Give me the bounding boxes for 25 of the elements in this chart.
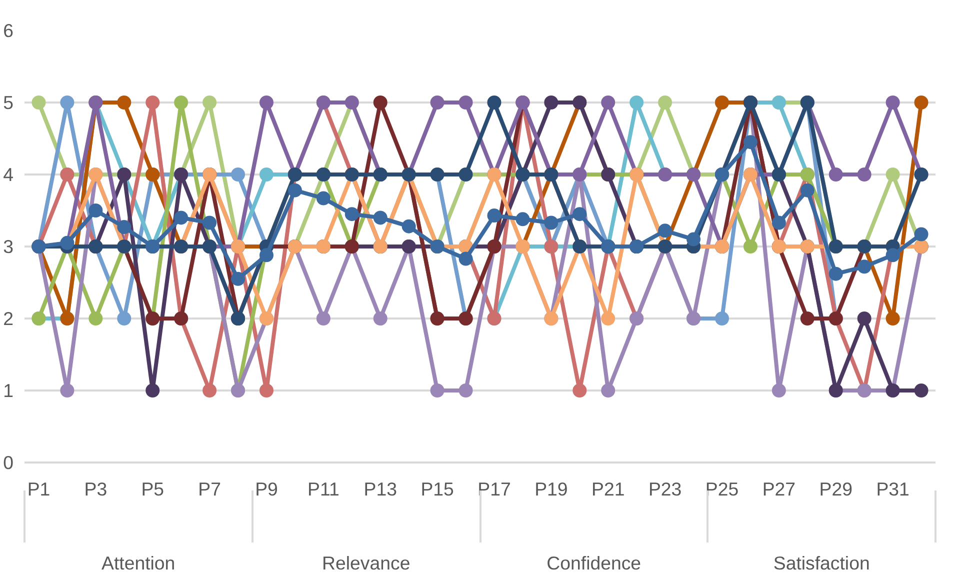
x-tick-label: P11 bbox=[308, 478, 340, 500]
text: Relevance bbox=[322, 552, 410, 574]
text: Attention bbox=[102, 552, 176, 574]
x-tick-label: P19 bbox=[534, 478, 568, 500]
x-tick-label: P23 bbox=[648, 478, 682, 500]
x-tick-label: P27 bbox=[762, 478, 796, 500]
text: Satisfaction bbox=[773, 552, 870, 574]
text: Confidence bbox=[546, 552, 642, 574]
y-tick-label: 2 bbox=[3, 308, 14, 329]
x-tick-label: P29 bbox=[819, 478, 852, 500]
x-tick-label: P9 bbox=[255, 478, 278, 500]
x-tick-label: P31 bbox=[876, 478, 910, 500]
y-tick-label: 5 bbox=[3, 92, 14, 113]
y-tick-label: 1 bbox=[3, 380, 14, 401]
y-tick-label: 0 bbox=[3, 452, 14, 473]
x-tick-label: P3 bbox=[84, 478, 108, 500]
x-tick-label: P21 bbox=[592, 478, 625, 500]
x-tick-label: P5 bbox=[141, 478, 164, 500]
y-tick-label: 4 bbox=[3, 164, 14, 185]
x-tick-label: P7 bbox=[198, 478, 221, 500]
y-tick-label: 3 bbox=[3, 236, 14, 257]
x-tick-label: P1 bbox=[27, 478, 50, 500]
x-tick-label: P13 bbox=[364, 478, 397, 500]
x-tick-label: P15 bbox=[420, 478, 454, 500]
y-tick-label: 6 bbox=[3, 20, 14, 41]
